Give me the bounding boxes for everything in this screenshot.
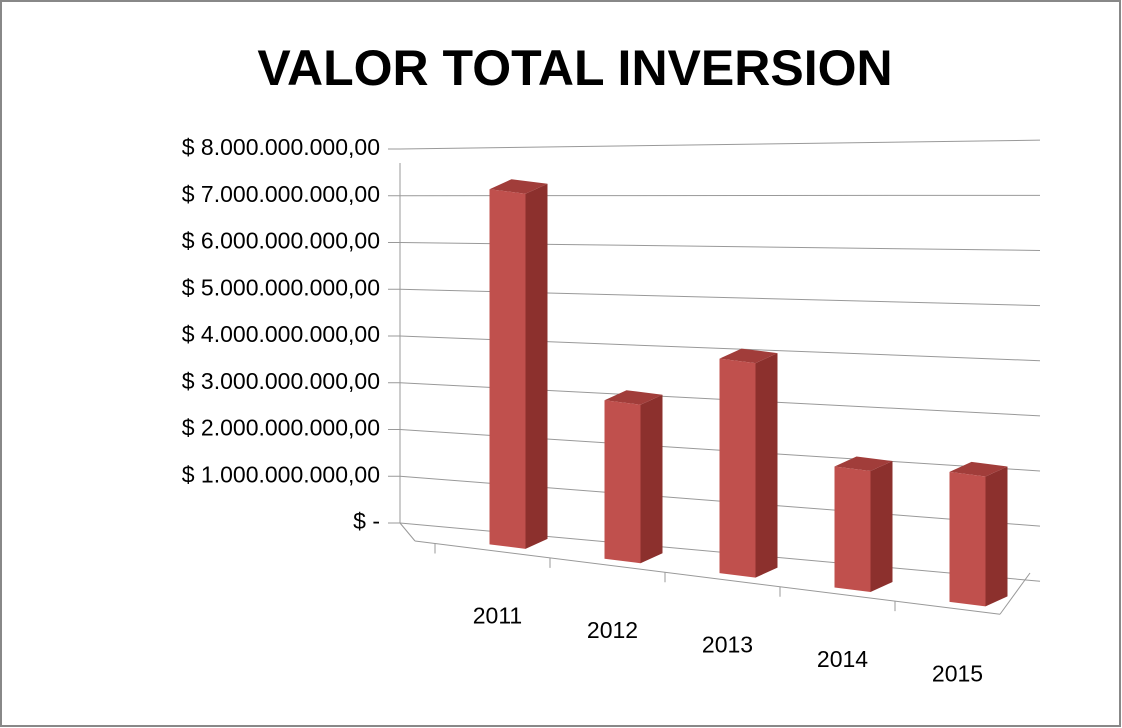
bar-side: [525, 183, 548, 549]
bar: [604, 400, 641, 564]
bar-side: [985, 466, 1008, 607]
y-tick-label: $ 1.000.000.000,00: [182, 461, 380, 487]
bar-top: [604, 390, 663, 405]
floor-front: [414, 540, 1001, 615]
x-tick-label: 2014: [817, 646, 868, 672]
bar: [489, 189, 526, 549]
x-tick-label: 2013: [702, 631, 753, 657]
bar-side: [640, 394, 663, 564]
bar-top: [949, 461, 1008, 477]
bar-top: [719, 348, 778, 364]
bar: [949, 471, 986, 607]
bar-top: [489, 179, 548, 194]
x-tick-label: 2015: [932, 660, 983, 686]
y-tick-label: $ 3.000.000.000,00: [182, 368, 380, 394]
bar-side: [755, 353, 778, 578]
y-tick-label: $ -: [353, 508, 380, 534]
y-tick-label: $ 4.000.000.000,00: [182, 321, 380, 347]
x-tick-label: 2012: [587, 617, 638, 643]
floor-left: [399, 522, 416, 542]
bar-side: [870, 461, 893, 593]
y-tick-label: $ 6.000.000.000,00: [182, 228, 380, 254]
y-tick-label: $ 8.000.000.000,00: [182, 134, 380, 160]
x-tick-label: 2011: [473, 603, 522, 629]
chart-title: VALOR TOTAL INVERSION: [257, 40, 892, 96]
y-tick-label: $ 2.000.000.000,00: [182, 415, 380, 441]
grid-line: [399, 139, 1041, 150]
y-tick-label: $ 5.000.000.000,00: [182, 274, 380, 300]
bar: [834, 466, 871, 593]
bar-top: [834, 456, 893, 472]
y-tick-label: $ 7.000.000.000,00: [182, 181, 380, 207]
bar: [719, 358, 756, 578]
